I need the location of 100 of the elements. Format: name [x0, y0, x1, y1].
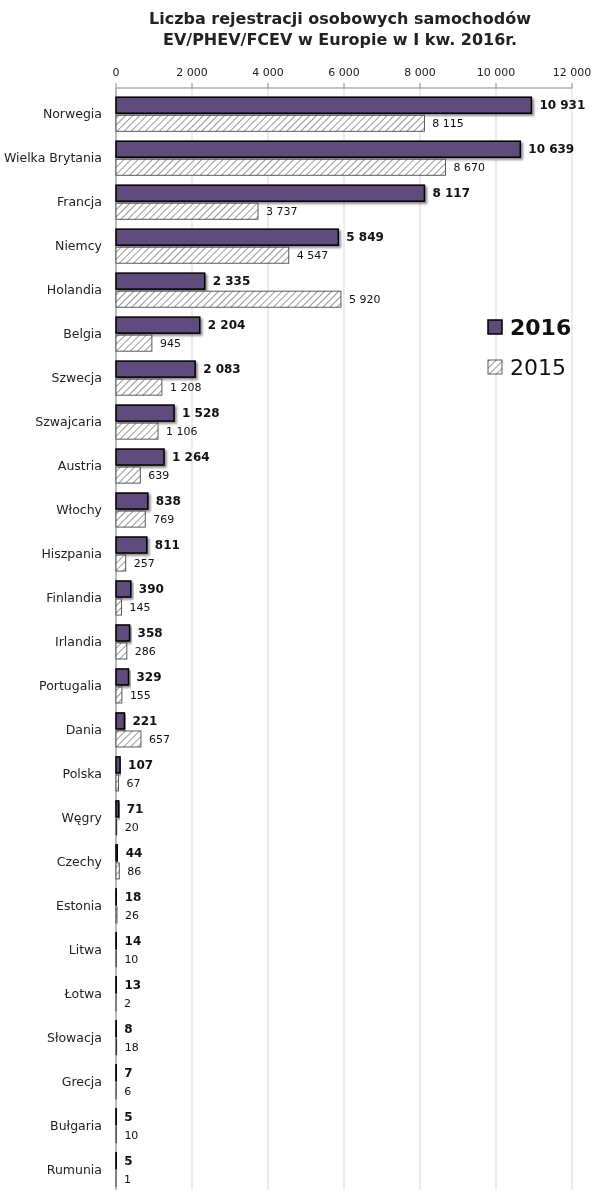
data-label: 358 — [137, 625, 163, 640]
data-label: 26 — [124, 908, 139, 922]
bar — [115, 554, 127, 572]
data-label: 8 — [124, 1021, 133, 1036]
data-label: 329 — [136, 669, 162, 684]
data-label: 20 — [124, 820, 139, 834]
data-label: 7 — [124, 1065, 133, 1080]
bar — [115, 624, 131, 642]
data-label: 838 — [155, 494, 181, 509]
bar — [115, 316, 201, 334]
legend-label: 2015 — [510, 355, 566, 380]
data-label: 257 — [133, 557, 155, 571]
data-label: 1 264 — [172, 450, 210, 465]
data-label: 221 — [132, 713, 158, 728]
data-label: 1 106 — [166, 425, 198, 439]
bar — [115, 184, 426, 202]
chart-title: Liczba rejestracji osobowych samochodów EV/PHEV/FCEV w Europie w I kw. 2016r. — [149, 9, 532, 49]
data-label: 13 — [124, 977, 142, 992]
data-label: 4 547 — [296, 249, 329, 263]
data-label: 5 — [124, 1153, 133, 1168]
bar — [115, 114, 425, 132]
bar — [115, 536, 148, 554]
data-label: 5 920 — [348, 293, 381, 307]
y-tick-label: Wielka Brytania — [3, 150, 102, 166]
y-tick-label: Szwajcaria — [35, 414, 102, 430]
bar — [115, 862, 120, 880]
x-tick-label: 10 000 — [476, 66, 516, 79]
data-label: 145 — [129, 601, 151, 615]
data-label: 10 931 — [539, 98, 586, 113]
y-tick-label: Holandia — [46, 282, 102, 298]
data-label: 44 — [125, 845, 143, 860]
bar — [115, 730, 142, 748]
y-tick-label: Francja — [56, 194, 102, 210]
bar — [115, 756, 121, 774]
y-tick-label: Estonia — [55, 897, 102, 913]
y-tick-label: Dania — [65, 721, 102, 737]
data-label: 5 849 — [346, 230, 384, 245]
bar — [115, 686, 123, 704]
data-label: 2 — [124, 996, 132, 1010]
bar — [115, 246, 290, 264]
y-tick-label: Węgry — [61, 809, 103, 825]
bar — [115, 140, 522, 158]
data-label: 18 — [124, 1040, 139, 1054]
bar — [115, 774, 119, 792]
bar — [115, 580, 132, 598]
bar — [115, 96, 533, 114]
y-tick-label: Rumunia — [46, 1161, 102, 1177]
bar — [115, 404, 175, 422]
y-tick-label: Norwegia — [42, 106, 102, 122]
data-label: 6 — [124, 1084, 132, 1098]
bar — [115, 228, 340, 246]
y-tick-label: Belgia — [63, 326, 102, 342]
data-label: 71 — [126, 801, 144, 816]
bar — [115, 510, 146, 528]
data-label: 10 — [124, 1128, 139, 1142]
data-label: 18 — [124, 889, 142, 904]
data-label: 67 — [126, 776, 141, 790]
bar — [115, 466, 141, 484]
bar — [115, 360, 196, 378]
bar — [115, 378, 163, 396]
data-label: 945 — [159, 337, 181, 351]
bar — [115, 668, 130, 686]
bar — [115, 642, 128, 660]
bar — [115, 422, 159, 440]
data-label: 2 083 — [203, 362, 241, 377]
data-label: 8 115 — [432, 117, 464, 131]
bar — [115, 598, 122, 616]
bar — [115, 712, 126, 730]
y-tick-label: Irlandia — [55, 634, 102, 649]
x-tick-label: 2 000 — [176, 66, 208, 79]
x-tick-label: 8 000 — [404, 66, 436, 79]
bar — [115, 800, 120, 818]
bar — [115, 448, 165, 466]
data-label: 5 — [124, 1109, 133, 1124]
y-tick-label: Czechy — [56, 853, 103, 869]
y-tick-label: Portugalia — [39, 677, 102, 693]
data-label: 1 528 — [182, 406, 220, 421]
x-tick-label: 6 000 — [328, 66, 360, 79]
y-tick-label: Szwecja — [51, 370, 102, 386]
bar — [115, 290, 342, 308]
data-label: 1 208 — [169, 381, 202, 395]
bar — [115, 158, 446, 176]
data-label: 8 670 — [453, 161, 485, 175]
x-tick-label: 0 — [112, 66, 120, 79]
bar — [115, 202, 259, 220]
data-label: 2 335 — [212, 274, 251, 289]
y-tick-label: Łotwa — [63, 985, 102, 1001]
data-label: 811 — [154, 538, 180, 553]
data-label: 657 — [148, 732, 170, 746]
bar — [115, 492, 149, 510]
data-label: 14 — [124, 933, 142, 948]
y-tick-label: Hiszpania — [41, 546, 102, 562]
data-label: 155 — [129, 689, 151, 702]
x-tick-label: 12 000 — [552, 66, 592, 79]
data-label: 639 — [148, 469, 170, 483]
data-label: 107 — [128, 757, 154, 772]
data-label: 86 — [127, 864, 142, 878]
y-tick-label: Polska — [62, 765, 102, 781]
y-tick-label: Słowacja — [46, 1029, 102, 1045]
y-tick-label: Bułgaria — [50, 1117, 102, 1133]
